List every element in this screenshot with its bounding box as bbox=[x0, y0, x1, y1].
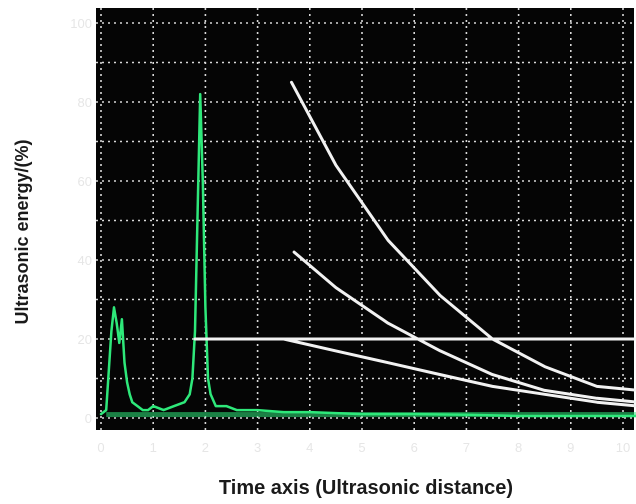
y-tick-label: 60 bbox=[78, 174, 92, 189]
x-tick-label: 8 bbox=[515, 440, 522, 455]
y-axis-label: Ultrasonic energy/(%) bbox=[12, 139, 32, 324]
x-tick-labels: 0 1 2 3 4 5 6 7 8 9 10 bbox=[97, 440, 630, 455]
x-axis-label: Time axis (Ultrasonic distance) bbox=[219, 477, 513, 499]
x-tick-label: 4 bbox=[306, 440, 313, 455]
x-tick-label: 7 bbox=[463, 440, 470, 455]
x-tick-label: 2 bbox=[202, 440, 209, 455]
signal-baseline-band bbox=[106, 412, 636, 418]
plot-background bbox=[96, 8, 634, 430]
x-tick-label: 5 bbox=[358, 440, 365, 455]
x-tick-label: 3 bbox=[254, 440, 261, 455]
y-tick-label: 80 bbox=[78, 95, 92, 110]
x-tick-label: 6 bbox=[411, 440, 418, 455]
grid bbox=[96, 8, 634, 430]
y-tick-label: 100 bbox=[70, 16, 92, 31]
x-tick-label: 9 bbox=[567, 440, 574, 455]
y-tick-label: 40 bbox=[78, 253, 92, 268]
y-tick-label: 0 bbox=[85, 411, 92, 426]
x-tick-label: 0 bbox=[97, 440, 104, 455]
reference-curve-2 bbox=[290, 80, 636, 392]
y-tick-label: 20 bbox=[78, 332, 92, 347]
reference-curve-3 bbox=[292, 250, 636, 404]
reference-curve-4 bbox=[282, 337, 636, 408]
data-series bbox=[99, 80, 636, 418]
x-tick-label: 10 bbox=[616, 440, 630, 455]
y-tick-labels: 0 20 40 60 80 100 bbox=[70, 16, 92, 426]
x-tick-label: 1 bbox=[150, 440, 157, 455]
